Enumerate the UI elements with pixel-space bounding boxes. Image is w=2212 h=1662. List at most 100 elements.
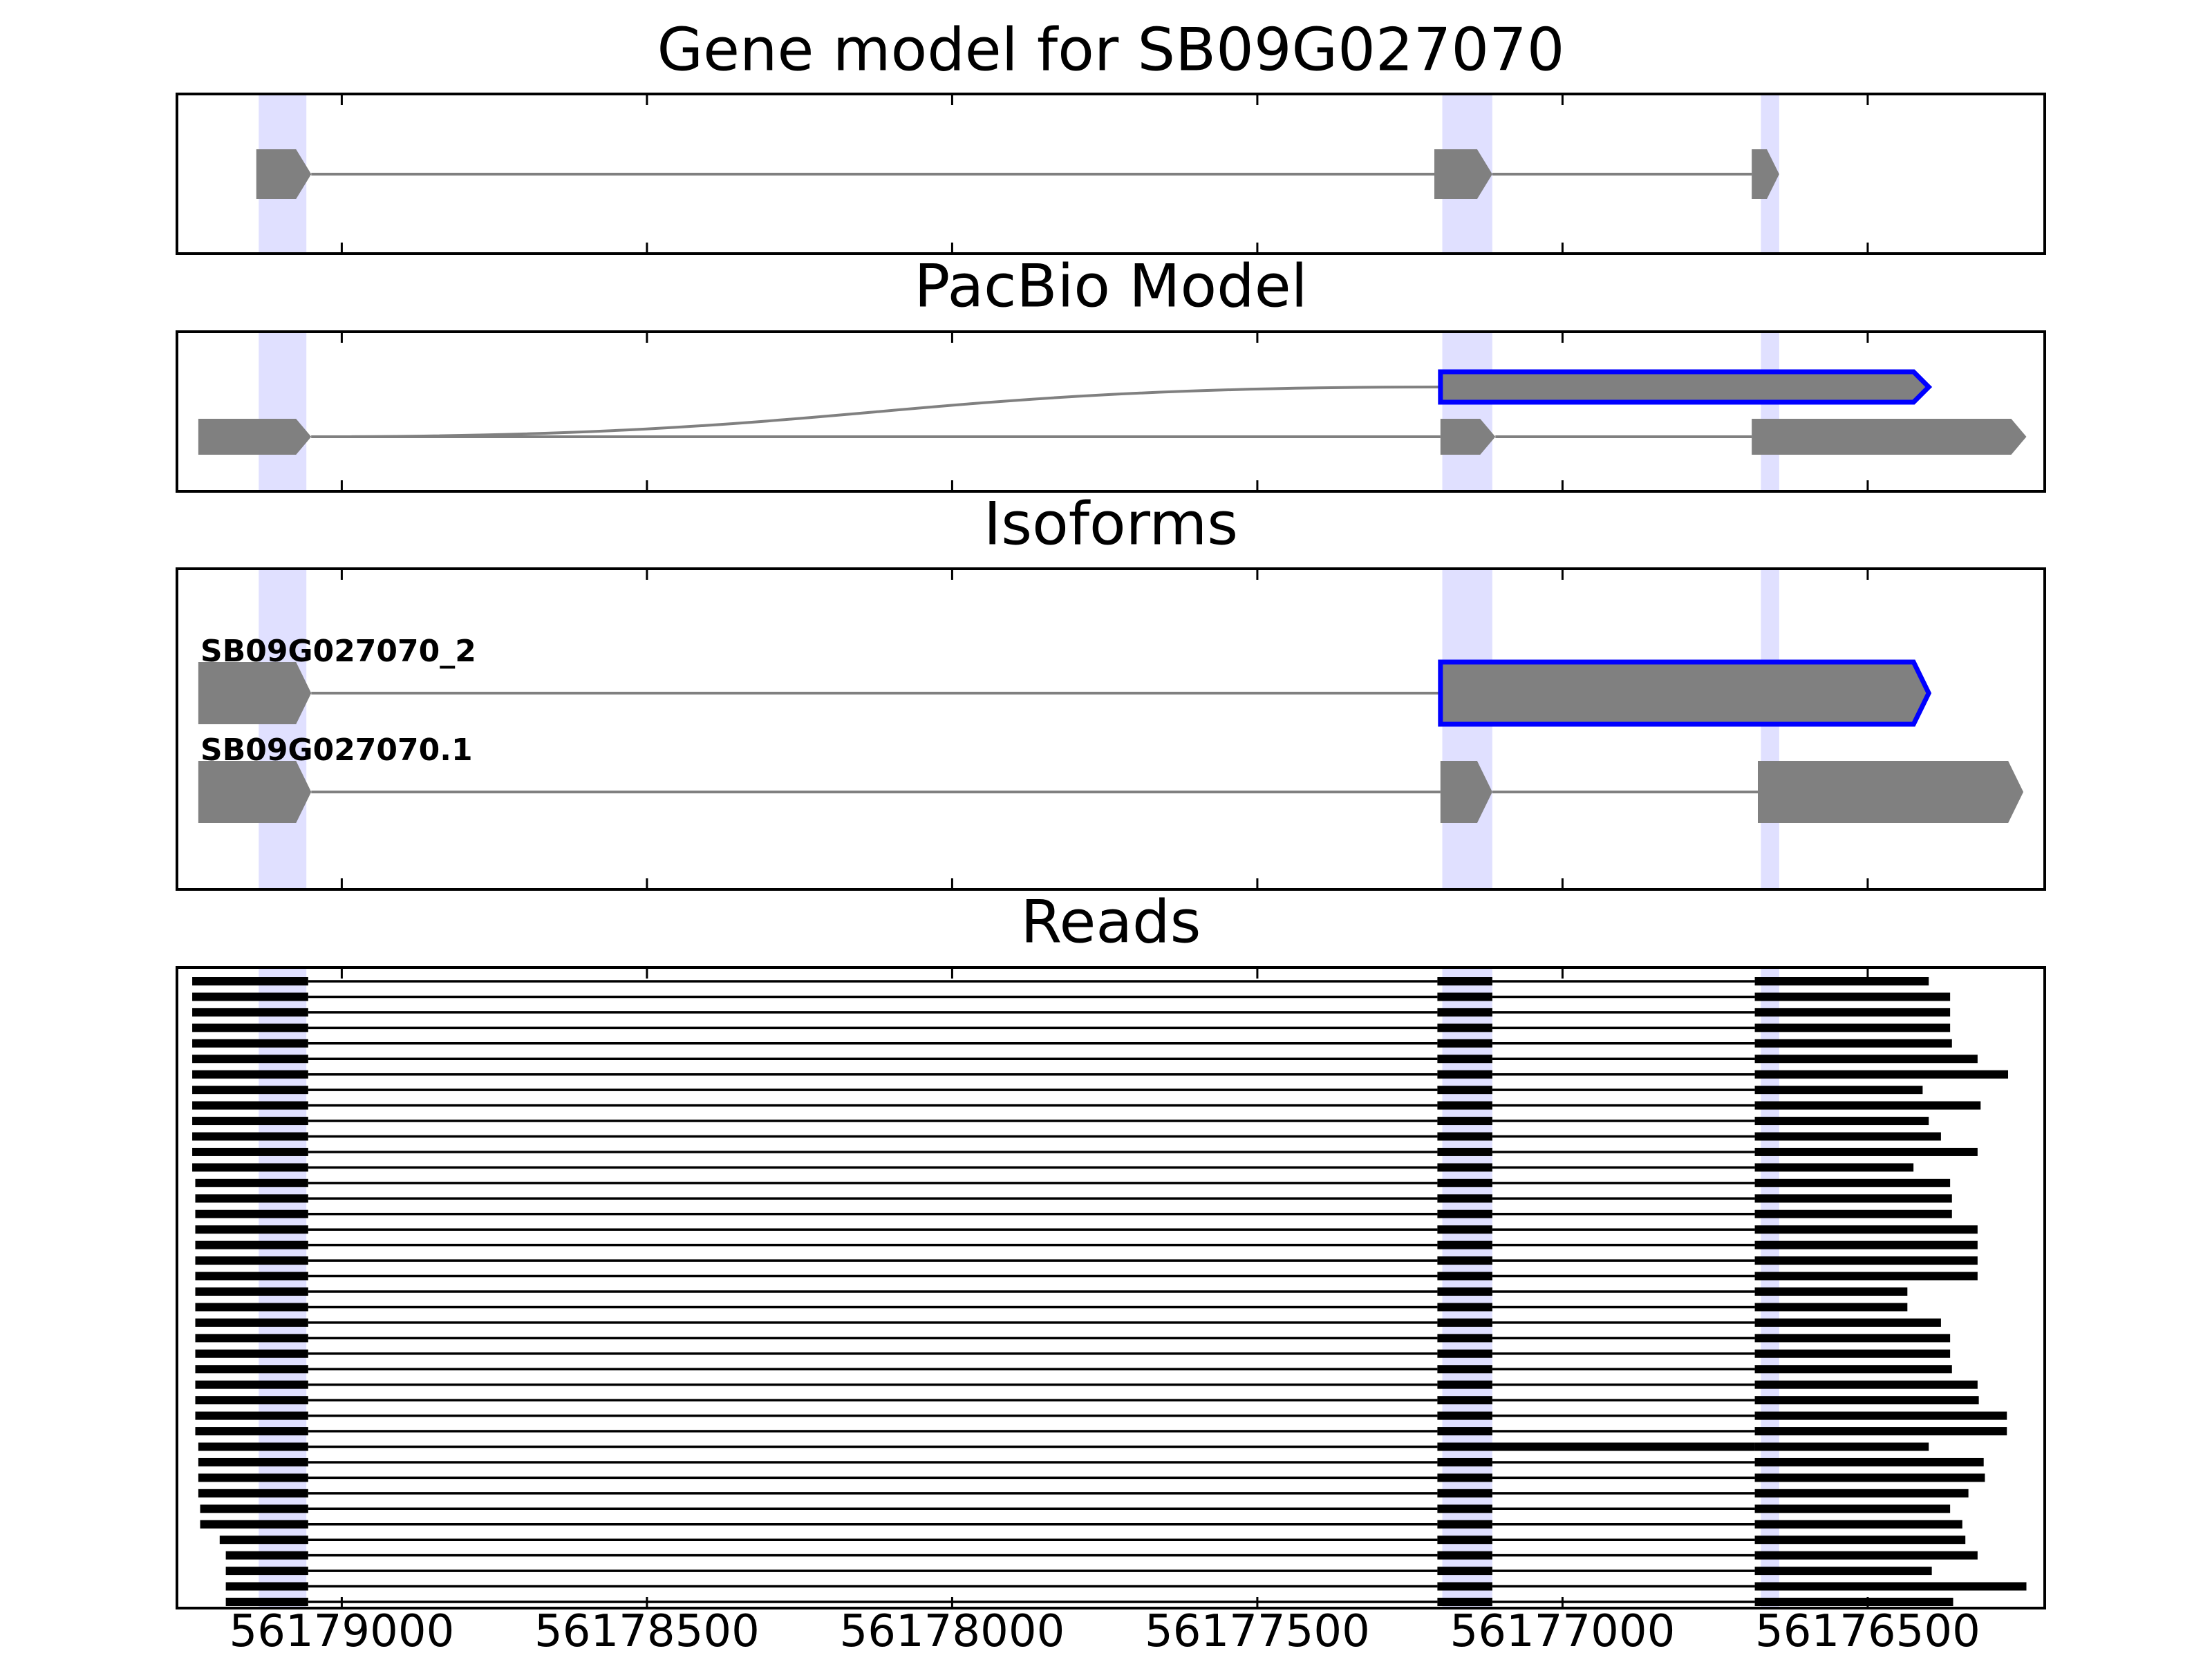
read [192,1147,1978,1156]
read [198,1473,1985,1482]
read-exon [1754,1349,1951,1358]
read-exon [1437,1380,1492,1389]
read [195,1240,1978,1249]
read-exon [1437,1055,1492,1064]
read [195,1365,1952,1374]
isoform-label: SB09G027070_2 [200,634,476,669]
read-exon [1437,1349,1492,1358]
read-exon [192,1132,308,1141]
read-exon [1437,1365,1492,1374]
read [195,1272,1978,1281]
read [198,1457,1984,1466]
read-exon [195,1240,308,1249]
read-exon [1437,1520,1492,1529]
isoform-label: SB09G027070.1 [200,733,473,768]
junction-band [1761,569,1779,889]
tick-label: 56177000 [1450,1606,1676,1657]
read-exon [195,1272,308,1281]
read-exon [1437,1457,1492,1466]
read-exon [1437,1396,1492,1405]
panel-isoforms: Isoforms SB09G027070_2 SB09G027070.1 [176,489,2046,891]
read-exon [1437,1101,1492,1110]
read-exon [192,1008,308,1017]
read-exon [198,1457,308,1466]
read-exon [1437,1194,1492,1203]
read [195,1225,1978,1234]
read-exon [1437,1489,1492,1498]
read [192,1117,1929,1126]
read-exon [1754,1023,1951,1032]
read [200,1504,1951,1513]
read-exon [1754,1132,1941,1141]
read-exon [195,1334,308,1343]
exon [1434,149,1492,199]
read [225,1598,1953,1606]
read [192,1132,1941,1141]
read [195,1256,1978,1265]
read-exon [1754,992,1951,1001]
read-exon [192,1117,308,1126]
read-exon [1754,1101,1981,1110]
read-exon [1754,1598,1953,1606]
exon [1757,761,2024,823]
read-exon [1437,1287,1492,1296]
read-exon [192,992,308,1001]
junction-band [259,332,307,491]
read-exon [1754,977,1929,985]
exon [198,662,312,724]
read [195,1318,1941,1327]
exon [198,419,312,455]
read [195,1194,1952,1203]
read-exon [1754,1536,1966,1545]
exon [1752,419,2027,455]
read-exon [198,1442,308,1451]
panel-pacbio-model: PacBio Model [176,252,2046,493]
read-exon [1754,1117,1929,1126]
read-exon [195,1178,308,1187]
read-exon [1437,1039,1492,1048]
read-exon [1754,1225,1978,1234]
read-exon [1754,1287,1908,1296]
read-exon [192,1147,308,1156]
read [192,1163,1914,1172]
read-exon [1754,1055,1978,1064]
panel-title: PacBio Model [914,252,1307,321]
read-exon [198,1473,308,1482]
read-exon [1437,1132,1492,1141]
read [198,1489,1969,1498]
junction-band [1761,332,1779,491]
read [195,1349,1951,1358]
splice-curve [311,386,1441,438]
panel-title: Gene model for SB09G027070 [657,15,1565,84]
read [195,1178,1951,1187]
read [225,1582,2027,1591]
panel-frame [176,966,2046,1609]
read-exon [1437,1240,1492,1249]
read [195,1209,1952,1218]
read-exon [1754,1457,1984,1466]
panel-frame [176,93,2046,255]
read-exon [192,1163,308,1172]
read-exon [1437,1504,1492,1513]
read-exon [1437,1256,1492,1265]
read-exon [1437,1178,1492,1187]
read-exon [225,1567,308,1576]
read-exon [1754,1240,1978,1249]
read-exon [192,1055,308,1064]
read-exon [225,1582,308,1591]
read [195,1396,1979,1405]
exon [1752,149,1779,199]
tick-label: 56176500 [1755,1606,1980,1657]
read-exon [1437,1303,1492,1312]
transcript [311,369,1933,438]
read-exon [1754,1567,1932,1576]
read-exon [195,1411,308,1420]
read [225,1567,1932,1576]
read [195,1303,1908,1312]
read-exon [1437,1117,1492,1126]
read-exon [1754,1427,2007,1436]
read-exon [1437,1473,1492,1482]
read-exon [219,1536,308,1545]
read [195,1380,1978,1389]
